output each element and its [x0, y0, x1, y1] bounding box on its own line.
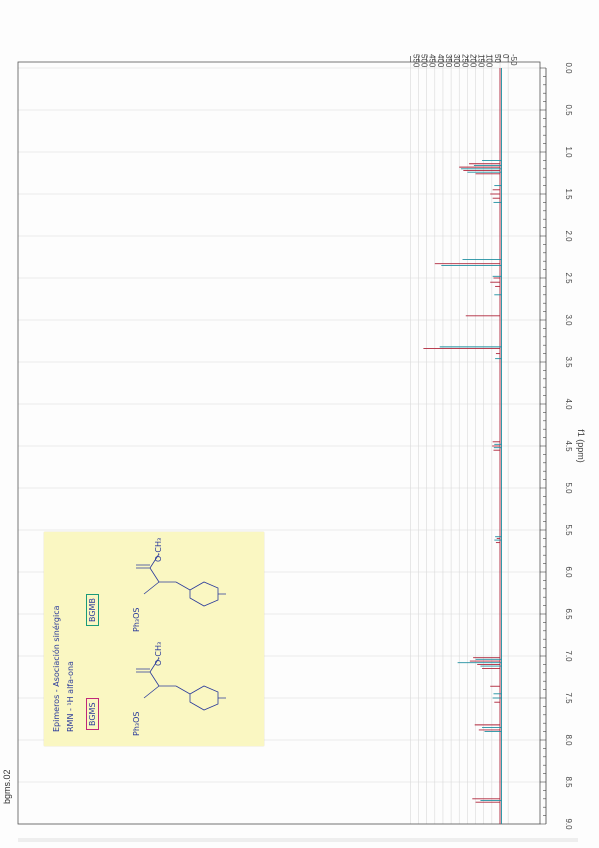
note-subtitle: RMN - ¹H alfa-ona — [66, 661, 75, 732]
ppm-tick-label: 6.0 — [564, 566, 573, 578]
note-title: Epimeros - Asociación sinérgica — [52, 605, 61, 732]
molecule-a — [136, 657, 226, 711]
intensity-tick-label: 500 — [420, 54, 429, 68]
note-content: Epimeros - Asociación sinérgica RMN - ¹H… — [44, 532, 264, 746]
ppm-tick-label: 7.5 — [564, 692, 573, 704]
page-footer-strip — [18, 838, 578, 842]
intensity-tick-label: 150 — [477, 54, 486, 68]
intensity-tick-label: 300 — [452, 54, 461, 68]
handwritten-note: Epimeros - Asociación sinérgica RMN - ¹H… — [44, 532, 264, 746]
spectrum-series — [423, 68, 502, 824]
substituent-a: O-CH₃ — [154, 641, 163, 666]
ppm-tick-label: 2.5 — [564, 272, 573, 284]
compound-label-b: BGMB — [86, 594, 99, 626]
molecule-b — [136, 553, 226, 607]
file-label: bgms.02 — [2, 769, 12, 804]
intensity-tick-label: 200 — [468, 54, 477, 68]
ppm-tick-label: 8.5 — [564, 776, 573, 788]
grid — [18, 62, 540, 825]
intensity-tick-label: 0 — [501, 54, 510, 59]
ppm-tick-label: 2.0 — [564, 230, 573, 242]
axes — [17, 56, 547, 825]
intensity-tick-label: 550 — [411, 54, 420, 68]
ppm-tick-label: 5.0 — [564, 482, 573, 494]
ppm-tick-label: 4.5 — [564, 440, 573, 452]
ppm-tick-label: 9.0 — [564, 818, 573, 830]
ppm-axis-title: f1 (ppm) — [576, 429, 586, 463]
ppm-tick-label: 1.5 — [564, 188, 573, 200]
group-a: Ph₃OS — [132, 711, 141, 736]
intensity-tick-label: 450 — [428, 54, 437, 68]
ppm-tick-label: 8.0 — [564, 734, 573, 746]
ppm-tick-label: 6.5 — [564, 608, 573, 620]
ppm-tick-label: 1.0 — [564, 146, 573, 158]
ppm-tick-label: 7.0 — [564, 650, 573, 662]
ppm-tick-label: 0.0 — [564, 62, 573, 74]
ppm-tick-label: 5.5 — [564, 524, 573, 536]
intensity-tick-label: 250 — [460, 54, 469, 68]
ppm-tick-label: 0.5 — [564, 104, 573, 116]
substituent-b: O-CH₃ — [154, 537, 163, 562]
intensity-tick-label: -50 — [509, 54, 518, 66]
spectrum-trace — [439, 68, 502, 824]
intensity-tick-label: 400 — [436, 54, 445, 68]
plot-frame — [17, 61, 541, 825]
ppm-tick-label: 3.0 — [564, 314, 573, 326]
intensity-tick-label: 350 — [444, 54, 453, 68]
compound-label-a: BGMS — [86, 698, 99, 730]
ppm-tick-label: 3.5 — [564, 356, 573, 368]
intensity-tick-label: 100 — [485, 54, 494, 68]
group-b: Ph₃OS — [132, 607, 141, 632]
ppm-tick-label: 4.0 — [564, 398, 573, 410]
intensity-tick-label: 50 — [493, 54, 502, 63]
